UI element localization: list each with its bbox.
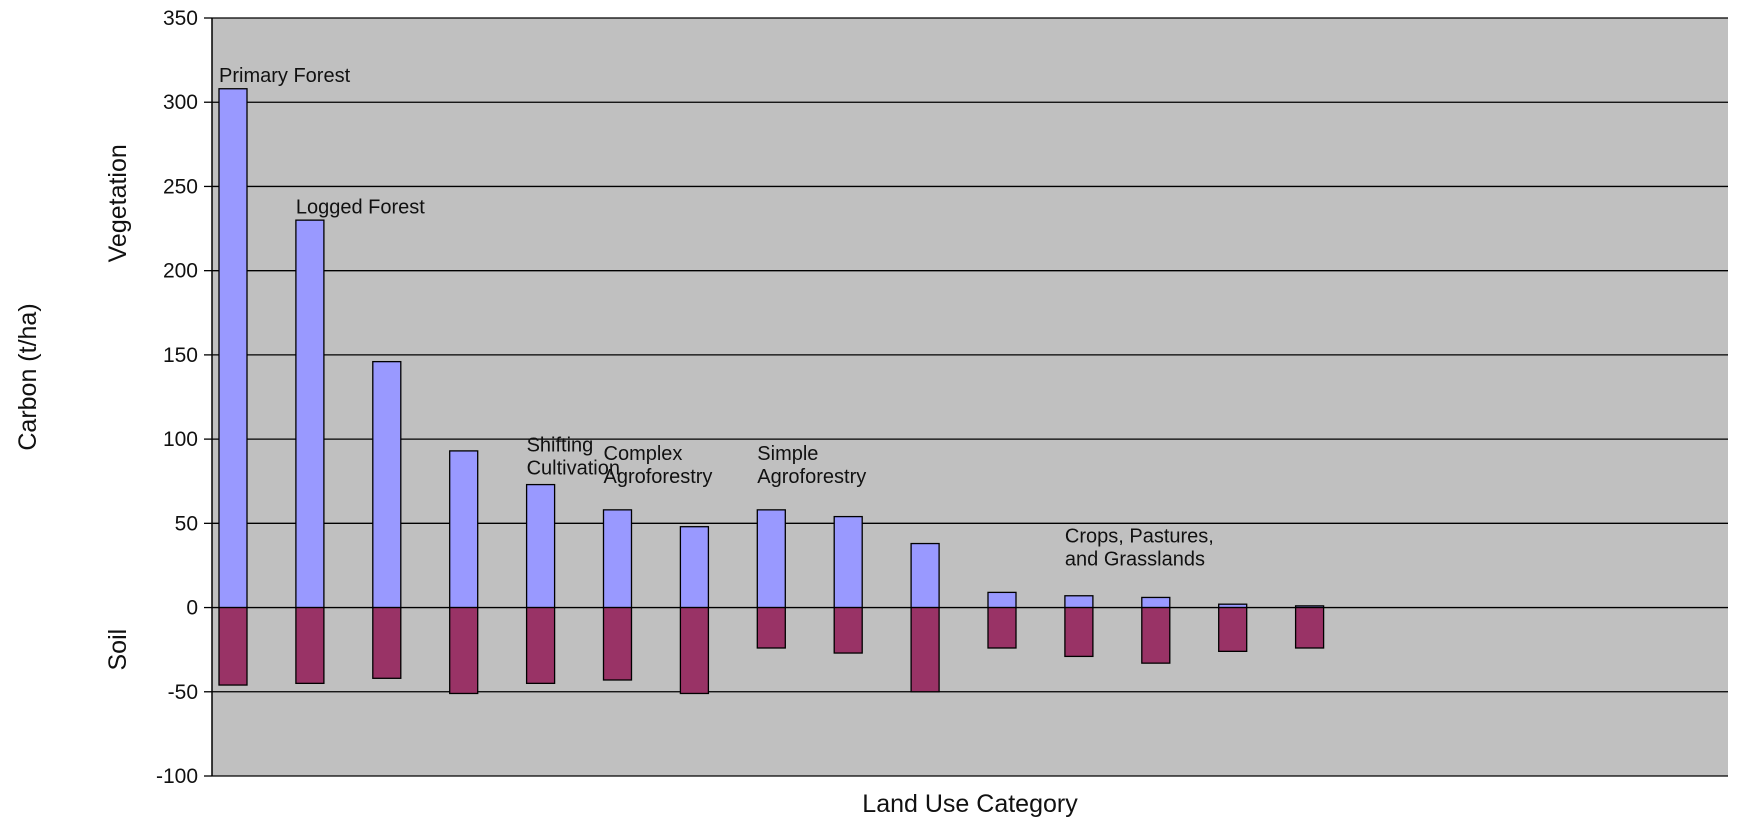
soil-bar — [833, 606, 863, 654]
y-axis-title: Carbon (t/ha) — [14, 303, 42, 450]
soil-bar — [525, 606, 556, 685]
soil-bar — [449, 606, 479, 695]
vegetation-bar — [910, 542, 940, 609]
vegetation-bar — [449, 450, 479, 609]
vegetation-bar — [295, 219, 325, 609]
soil-bar — [295, 606, 325, 685]
y-tick-label: 350 — [163, 7, 198, 30]
y-axis-title-vegetation: Vegetation — [104, 144, 132, 262]
group-annotation: Simple — [757, 443, 818, 465]
y-tick-label: 50 — [175, 512, 198, 535]
y-tick-label: 100 — [163, 428, 198, 451]
soil-bar — [1218, 606, 1248, 653]
vegetation-bar — [372, 360, 402, 609]
soil-bar — [1064, 606, 1094, 658]
y-tick-label: 150 — [163, 344, 198, 367]
group-annotation: and Grasslands — [1065, 548, 1205, 570]
y-tick-label: 300 — [163, 91, 198, 114]
y-tick-label: -100 — [156, 765, 198, 788]
soil-bar — [756, 606, 786, 649]
y-tick-label: 200 — [163, 260, 198, 283]
group-annotation: Logged Forest — [296, 196, 425, 218]
gridlines — [204, 17, 1728, 777]
group-annotation: Crops, Pastures, — [1065, 525, 1214, 547]
vegetation-bar — [525, 483, 556, 609]
y-tick-label: 250 — [163, 175, 198, 198]
soil-bar — [372, 606, 402, 679]
bars — [218, 88, 1325, 695]
soil-bar — [1141, 606, 1171, 664]
soil-bar — [679, 606, 710, 695]
group-annotation: Agroforestry — [604, 466, 713, 488]
y-tick-labels: 350 300 250 200 150 100 50 0 -50 -100 — [156, 7, 198, 788]
y-tick-label: 0 — [186, 597, 198, 620]
group-annotation: Primary Forest — [219, 65, 351, 87]
soil-bar — [1294, 606, 1325, 649]
vegetation-bar — [1141, 596, 1171, 609]
annotations: Primary Forest Logged Forest ShiftingCulti… — [219, 65, 1214, 570]
group-annotation: Complex — [604, 443, 683, 465]
soil-bar — [910, 606, 940, 693]
plot-background — [212, 18, 1728, 776]
vegetation-bar — [987, 591, 1017, 609]
x-axis-title: Land Use Category — [862, 790, 1078, 818]
group-annotation: Cultivation — [527, 457, 620, 479]
vegetation-bar — [602, 509, 633, 609]
y-tick-label: -50 — [168, 681, 198, 704]
group-annotation: Agroforestry — [757, 466, 866, 488]
y-axis-title-soil: Soil — [104, 629, 132, 671]
vegetation-bar — [833, 515, 863, 609]
soil-bar — [602, 606, 633, 681]
vegetation-bar — [1064, 595, 1094, 609]
soil-bar — [987, 606, 1017, 649]
vegetation-bar — [679, 526, 710, 609]
vegetation-bar — [756, 509, 786, 609]
group-annotation: Shifting — [527, 434, 594, 456]
soil-bar — [218, 606, 248, 686]
vegetation-bar — [218, 88, 248, 609]
